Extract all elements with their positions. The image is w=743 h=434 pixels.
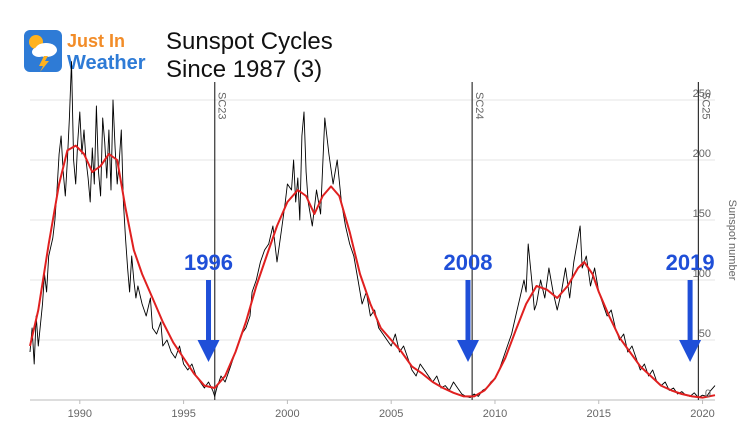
annotation-arrow-shaft xyxy=(206,280,212,342)
cycle-marker-layer: SC23 SC24 SC25 xyxy=(214,82,711,400)
annotation-arrow-head xyxy=(679,340,702,362)
x-tick-label: 1995 xyxy=(171,408,195,420)
x-tick-label: 1990 xyxy=(68,408,92,420)
chart-title: Sunspot Cycles Since 1987 (3) xyxy=(166,28,333,84)
weather-logo-icon: Just In Weather xyxy=(24,30,146,74)
annotation-label: 2019 xyxy=(666,250,715,275)
chart-title-line1: Sunspot Cycles xyxy=(166,28,333,55)
y-axis-label: Sunspot number xyxy=(726,200,738,281)
annotation-label: 2008 xyxy=(444,250,493,275)
monthly-series-line xyxy=(29,61,716,399)
y-tick-label: 100 xyxy=(693,268,711,280)
x-tick-label: 2010 xyxy=(483,408,507,420)
x-tick-label: 2005 xyxy=(379,408,403,420)
annotation-arrow-shaft xyxy=(465,280,471,342)
smoothed-series-line xyxy=(29,144,716,399)
logo-line2: Weather xyxy=(67,52,146,74)
annotation-layer: 1996 2008 2019 xyxy=(184,250,715,362)
y-tick-label: 0 xyxy=(705,388,711,400)
annotation-arrow-shaft xyxy=(687,280,693,342)
annotation-arrow-head xyxy=(197,340,220,362)
x-tick-label: 2020 xyxy=(690,408,714,420)
x-tick-label: 2015 xyxy=(587,408,611,420)
chart-title-line2: Since 1987 (3) xyxy=(166,56,323,83)
series-layer xyxy=(29,61,716,399)
annotation-arrow-head xyxy=(456,340,479,362)
cycle-marker-label: SC24 xyxy=(473,92,485,120)
grid-layer xyxy=(30,99,715,404)
cycle-marker-label: SC23 xyxy=(216,92,228,120)
y-tick-label: 200 xyxy=(693,148,711,160)
y-tick-label: 50 xyxy=(699,328,711,340)
annotation-label: 1996 xyxy=(184,250,233,275)
x-tick-label: 2000 xyxy=(275,408,299,420)
logo-line1: Just In xyxy=(67,31,125,51)
y-tick-label: 250 xyxy=(693,88,711,100)
just-in-weather-logo: Just In Weather xyxy=(22,26,162,78)
y-tick-label: 150 xyxy=(693,208,711,220)
cycle-marker-label: SC25 xyxy=(699,92,711,120)
tick-layer: 0 50 100 150 200 250 1990 1995 2000 2005 2010 2015 2… xyxy=(68,88,715,420)
